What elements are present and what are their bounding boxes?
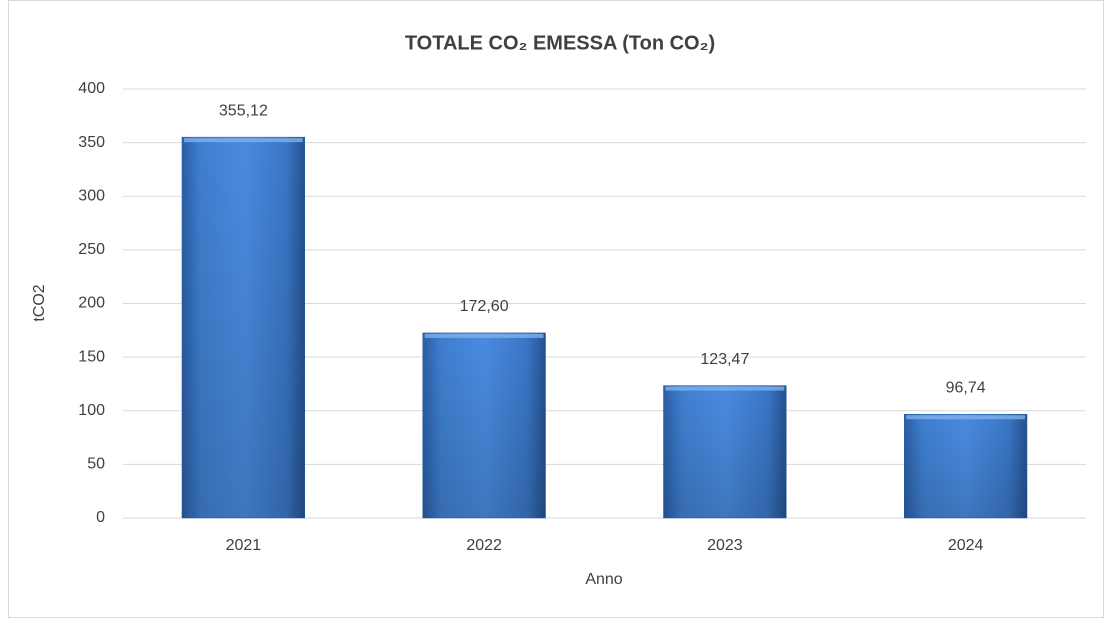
x-tick-label: 2023 xyxy=(707,537,743,554)
bar-shade xyxy=(181,137,305,519)
bar-bevel xyxy=(424,333,544,338)
bar-shade xyxy=(904,414,1028,518)
chart-title: TOTALE CO₂ EMESSA (Ton CO₂) xyxy=(405,32,715,54)
y-tick-label: 100 xyxy=(78,402,105,419)
data-label: 355,12 xyxy=(219,102,268,119)
x-tick-label: 2022 xyxy=(466,537,502,554)
y-axis-label: tCO2 xyxy=(31,284,48,321)
bar-bevel xyxy=(183,138,303,143)
bar-shade xyxy=(663,385,787,518)
bar-shade xyxy=(422,332,546,518)
data-label: 96,74 xyxy=(946,379,986,396)
bar-bevel xyxy=(906,415,1026,420)
y-tick-label: 300 xyxy=(78,187,105,204)
y-tick-label: 50 xyxy=(87,456,105,473)
data-label: 172,60 xyxy=(460,298,509,315)
data-label: 123,47 xyxy=(700,351,749,368)
y-tick-label: 350 xyxy=(78,134,105,151)
y-tick-label: 400 xyxy=(78,80,105,97)
y-tick-label: 250 xyxy=(78,241,105,258)
x-axis-label: Anno xyxy=(585,571,622,588)
bar-bevel xyxy=(665,386,785,391)
y-tick-label: 200 xyxy=(78,295,105,312)
x-tick-label: 2024 xyxy=(948,537,984,554)
x-tick-label: 2021 xyxy=(226,537,262,554)
y-tick-label: 0 xyxy=(96,509,105,526)
y-tick-label: 150 xyxy=(78,348,105,365)
chart-frame xyxy=(8,0,1104,618)
